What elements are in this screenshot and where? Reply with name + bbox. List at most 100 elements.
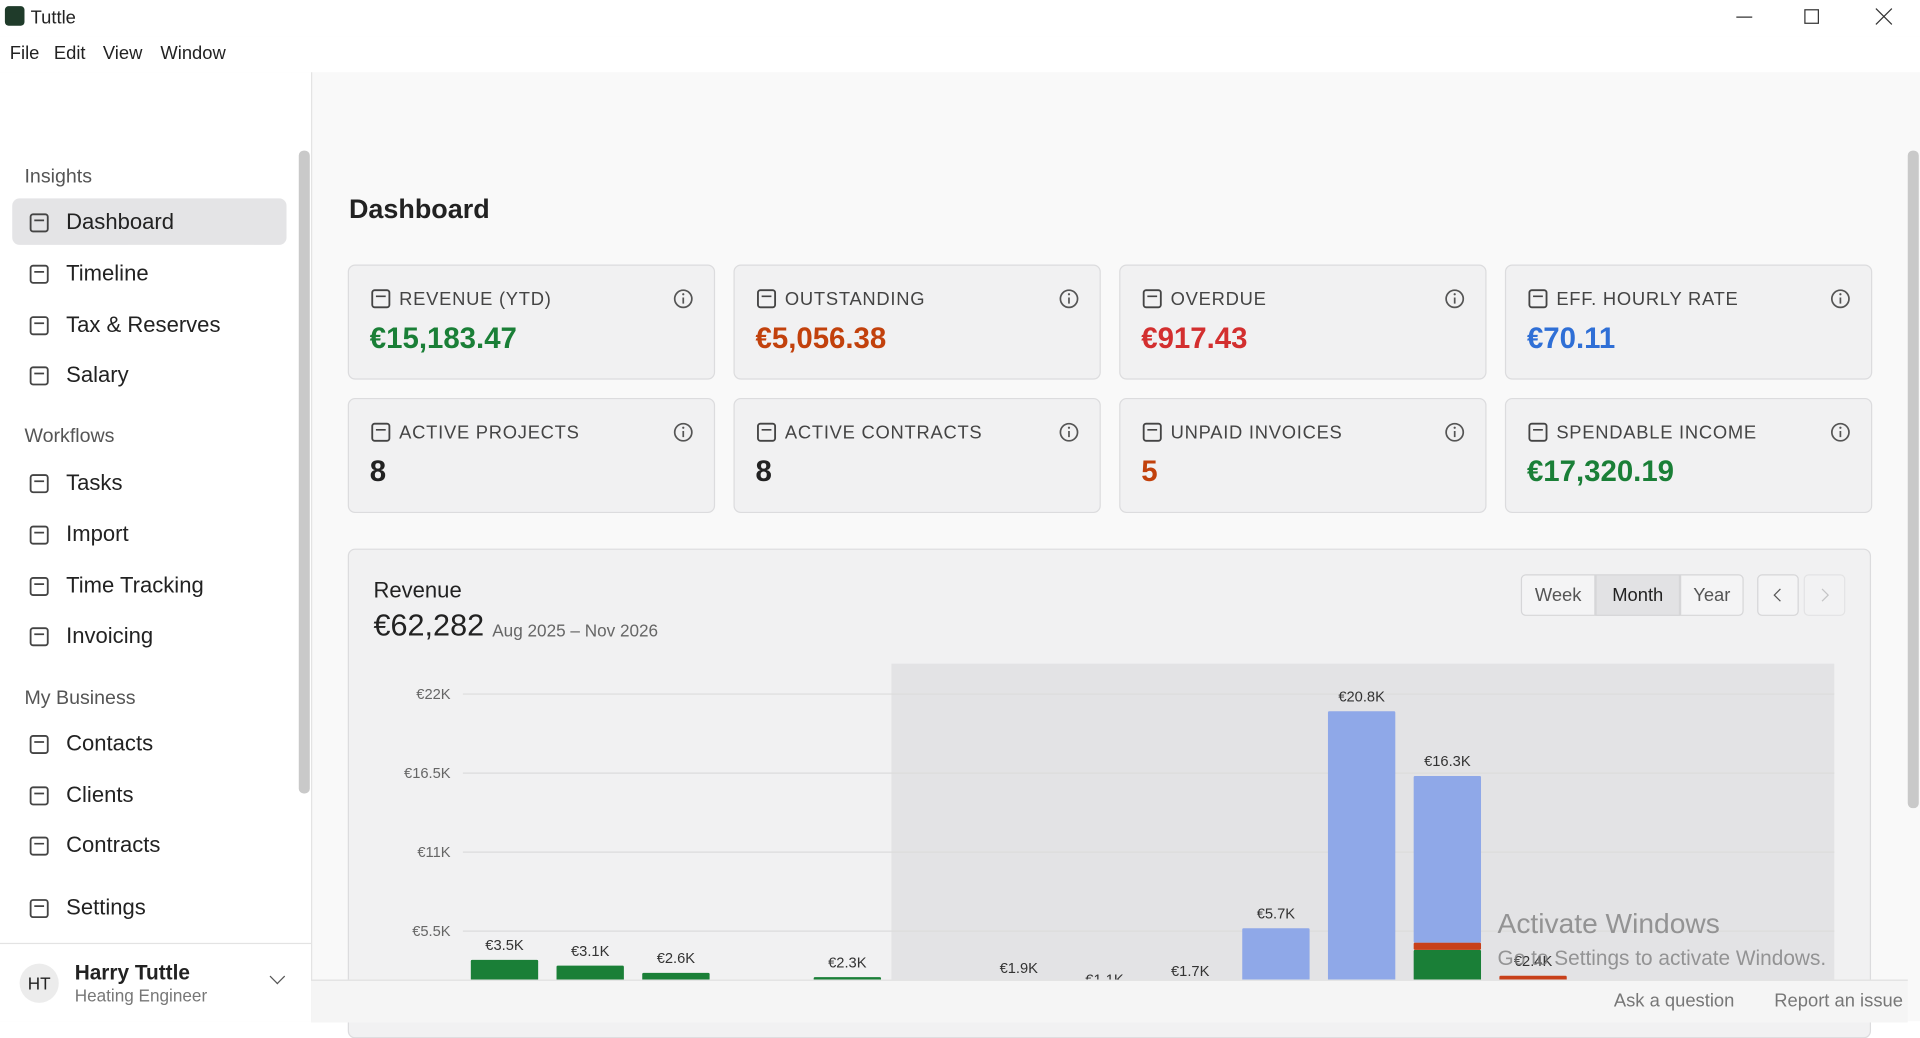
kpi-icon [757, 289, 777, 309]
section-title: My Business [24, 688, 136, 709]
revenue-total: €62,282 [373, 608, 485, 643]
kpi-label: EFF. HOURLY RATE [1556, 288, 1739, 310]
nav-icon [29, 836, 49, 856]
nav-icon [29, 577, 49, 597]
bar-label: €2.4K [1514, 954, 1553, 970]
title-bar [0, 0, 1920, 37]
nav-item[interactable]: Salary [66, 362, 129, 387]
kpi-card [1119, 397, 1487, 514]
nav-item[interactable]: Clients [66, 782, 134, 807]
info-icon [1059, 289, 1079, 309]
close[interactable] [1875, 8, 1893, 25]
period-button[interactable]: Year [1680, 574, 1744, 616]
bar-label: €1.7K [1171, 964, 1210, 980]
y-tick-label: €16.5K [404, 766, 451, 782]
section-title: Workflows [24, 426, 115, 447]
kpi-card [1119, 264, 1487, 380]
kpi-value: 8 [755, 455, 772, 489]
ask-link[interactable]: Ask a question [1613, 990, 1735, 1012]
nav-item[interactable]: Timeline [66, 260, 149, 286]
nav-item[interactable]: Contacts [66, 731, 154, 756]
nav-item[interactable]: Import [66, 521, 129, 547]
kpi-card [1504, 264, 1873, 380]
nav-item[interactable]: Settings [66, 895, 146, 920]
bar-label: €3.5K [485, 938, 524, 954]
user-divider [0, 942, 312, 945]
bar-label: €3.1K [571, 944, 610, 960]
nav-item[interactable]: Tax & Reserves [66, 312, 221, 337]
kpi-icon [1142, 422, 1162, 442]
kpi-icon [757, 422, 777, 442]
y-tick-label: €5.5K [412, 924, 451, 940]
period-button[interactable]: Week [1520, 574, 1596, 616]
window-title: Tuttle [30, 7, 76, 29]
info-icon [673, 289, 693, 309]
main-scrollbar[interactable] [1907, 150, 1919, 809]
info-icon [673, 422, 693, 442]
revenue-chart: €5.5K €11K €16.5K €22K €3.5K €3.1K €2.6K €2.3K €… [404, 663, 1835, 980]
kpi-value: 5 [1141, 455, 1158, 489]
info-icon [1830, 289, 1850, 309]
app-icon [4, 6, 25, 26]
kpi-icon [371, 422, 391, 442]
kpi-label: OUTSTANDING [784, 288, 926, 310]
y-tick-label: €22K [416, 687, 451, 703]
report-link[interactable]: Report an issue [1774, 990, 1903, 1012]
kpi-value: €917.43 [1141, 322, 1248, 356]
bar-segment [642, 972, 710, 980]
nav-icon [29, 735, 49, 754]
info-icon [1445, 289, 1465, 309]
nav-item[interactable]: Invoicing [66, 623, 154, 648]
footer [311, 979, 1908, 1023]
period-button[interactable]: Month [1595, 574, 1681, 616]
bar-segment [1413, 949, 1482, 980]
kpi-label: ACTIVE CONTRACTS [784, 422, 983, 444]
info-icon [1059, 422, 1079, 442]
nav-icon [29, 316, 49, 336]
sidebar-scrollbar[interactable] [298, 150, 310, 794]
kpi-card [1504, 397, 1873, 514]
menu-item[interactable]: File [9, 42, 40, 64]
bar-segment [1413, 775, 1482, 943]
revenue-title: Revenue [373, 577, 462, 603]
menu-item[interactable]: View [102, 42, 143, 64]
y-tick-label: €11K [417, 845, 450, 861]
window-controls[interactable] [1727, 5, 1911, 29]
nav-item[interactable]: Tasks [66, 470, 123, 495]
nav-item[interactable]: Contracts [66, 832, 161, 858]
kpi-label: REVENUE (YTD) [399, 288, 552, 310]
bar-label: €5.7K [1257, 906, 1296, 922]
nav-icon [29, 213, 49, 233]
kpi-label: ACTIVE PROJECTS [399, 422, 580, 444]
kpi-label: UNPAID INVOICES [1170, 422, 1343, 444]
bar-segment [556, 965, 624, 980]
settings-icon [29, 899, 49, 919]
user-name: Harry Tuttle [74, 961, 190, 985]
next-button[interactable] [1803, 574, 1846, 616]
nav-icon [29, 525, 49, 545]
kpi-icon [1528, 289, 1548, 309]
next-icon [1821, 588, 1830, 602]
revenue-range: Aug 2025 – Nov 2026 [492, 620, 659, 641]
info-icon [1445, 422, 1465, 442]
kpi-icon [1528, 422, 1548, 442]
nav-item[interactable]: Time Tracking [66, 573, 204, 598]
kpi-value: €17,320.19 [1526, 455, 1675, 489]
bar-label: €16.3K [1424, 754, 1471, 770]
restore[interactable] [1804, 9, 1819, 24]
kpi-value: 8 [369, 455, 387, 489]
bar-label: €2.6K [657, 951, 696, 967]
active-highlight [12, 198, 287, 245]
bar-label: €2.3K [828, 955, 867, 971]
prev-button[interactable] [1757, 574, 1799, 616]
bar-label: €1.9K [1000, 961, 1039, 977]
nav-item[interactable]: Dashboard [66, 209, 174, 234]
menu-item[interactable]: Edit [53, 42, 86, 64]
kpi-card [733, 397, 1101, 514]
nav-icon [29, 627, 49, 647]
bar-segment [1327, 711, 1396, 980]
avatar: HT [19, 963, 59, 1003]
menu-item[interactable]: Window [160, 42, 226, 64]
kpi-label: OVERDUE [1170, 288, 1267, 310]
kpi-card [733, 264, 1101, 380]
